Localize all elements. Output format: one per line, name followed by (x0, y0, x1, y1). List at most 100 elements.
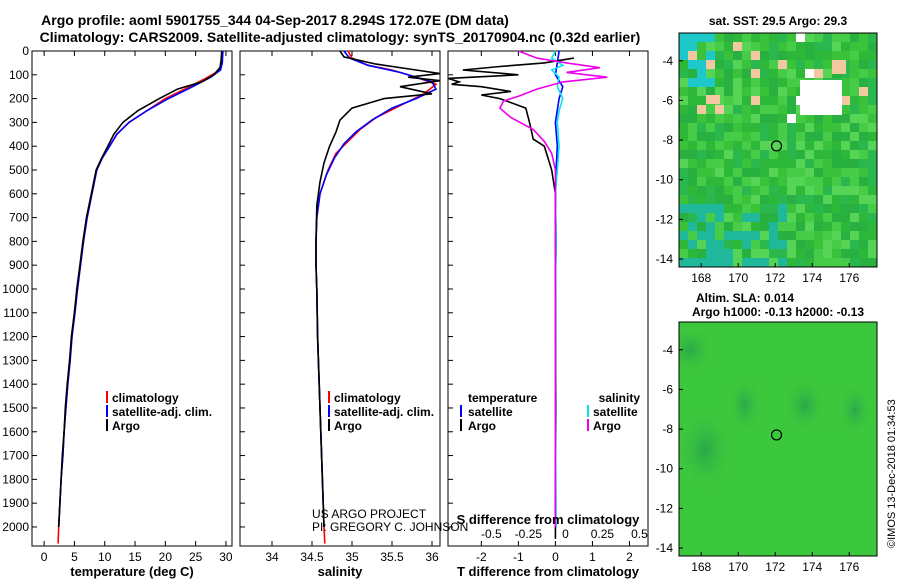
sst-cell (742, 87, 751, 96)
sst-cell (859, 132, 868, 141)
series-climatology (57, 50, 224, 544)
sst-cell (679, 177, 688, 186)
sst-cell (832, 42, 841, 51)
sst-cell (679, 105, 688, 114)
sst-cell (724, 240, 733, 249)
sst-cell (769, 87, 778, 96)
sst-cell (850, 195, 859, 204)
sst-cell (787, 51, 796, 60)
sst-cell (742, 60, 751, 69)
sst-cell (769, 240, 778, 249)
sst-cell (679, 51, 688, 60)
sst-cell (850, 159, 859, 168)
sst-cell (868, 258, 877, 267)
sst-cell (679, 168, 688, 177)
sst-cell (814, 177, 823, 186)
sst-cell (742, 258, 751, 267)
depth-axis: 0 100 200 300 400 500 600 700 800 900 1000 1100 1200… (2, 44, 37, 534)
sst-cell (697, 42, 706, 51)
sla-low-anomaly (837, 382, 873, 438)
sst-cell (832, 141, 841, 150)
sst-cell (787, 141, 796, 150)
temperature-axes-frame (31, 50, 233, 547)
sst-cell (841, 159, 850, 168)
sst-cell (796, 114, 805, 123)
sst-cell (751, 249, 760, 258)
sst-cell (751, 105, 760, 114)
sst-cell (814, 33, 823, 42)
legend-title-salinity: salinity (599, 391, 641, 405)
sst-cell (715, 132, 724, 141)
sst-cell (751, 42, 760, 51)
sst-cell (823, 150, 832, 159)
lat-tick-label: -14 (656, 252, 674, 266)
sst-cell (706, 195, 715, 204)
sst-cell (688, 60, 697, 69)
sst-cell (868, 123, 877, 132)
sst-cell (787, 195, 796, 204)
legend-label-argo: Argo (112, 419, 140, 433)
lat-tick-label: -12 (656, 501, 674, 515)
sst-cell (733, 258, 742, 267)
sst-cell (841, 213, 850, 222)
sst-warm-cell (832, 60, 846, 74)
sst-cell (697, 123, 706, 132)
sst-cell (697, 51, 706, 60)
sst-cell (841, 123, 850, 132)
sst-cell (805, 33, 814, 42)
y-tick-label: 1000 (2, 282, 29, 296)
sst-cell (733, 213, 742, 222)
sst-cell (832, 240, 841, 249)
sla-low-anomaly (783, 375, 827, 435)
sst-cell (697, 87, 706, 96)
sst-cell (688, 150, 697, 159)
y-tick-label: 700 (9, 211, 29, 225)
sst-cell (778, 114, 787, 123)
sst-cell (841, 42, 850, 51)
lat-tick-label: -12 (656, 212, 674, 226)
sst-cell (841, 78, 850, 87)
sst-cell (769, 204, 778, 213)
sst-cell (715, 150, 724, 159)
sst-cell (715, 114, 724, 123)
sst-cell (796, 60, 805, 69)
sla-map-frame (678, 321, 878, 557)
sst-cell (751, 159, 760, 168)
y-tick-label: 800 (9, 234, 29, 248)
sst-cell (814, 204, 823, 213)
legend-title-temperature: temperature (468, 391, 538, 405)
sst-cell (805, 258, 814, 267)
sst-cell (679, 222, 688, 231)
salinity-axes-frame (239, 50, 441, 547)
sst-cell (706, 159, 715, 168)
sst-cell (697, 231, 706, 240)
sst-cell (760, 195, 769, 204)
sst-cell (787, 60, 796, 69)
sst-cell (733, 114, 742, 123)
sst-cell (796, 222, 805, 231)
sst-cell (688, 51, 697, 60)
sst-cell (796, 33, 805, 42)
series-temperature-argo (447, 57, 575, 539)
sst-cell (778, 159, 787, 168)
x-tick-label: -2 (476, 550, 487, 564)
sst-cell (859, 258, 868, 267)
sst-cell (733, 60, 742, 69)
sst-cell (787, 132, 796, 141)
series-climatology (315, 50, 438, 544)
sst-cell (841, 150, 850, 159)
sst-cell (733, 231, 742, 240)
sst-cell (715, 195, 724, 204)
sst-cell (769, 105, 778, 114)
sst-cell (850, 51, 859, 60)
sst-cell (841, 141, 850, 150)
sst-cell (859, 42, 868, 51)
sst-cell (823, 177, 832, 186)
sst-cell (796, 123, 805, 132)
sla-lat-axis: -4 -6 -8 -10 -12 -14 (656, 343, 683, 555)
sst-cell (724, 177, 733, 186)
legend-label-climatology: climatology (112, 391, 179, 405)
sst-cell (769, 213, 778, 222)
sst-cell (778, 168, 787, 177)
sst-cell (850, 114, 859, 123)
